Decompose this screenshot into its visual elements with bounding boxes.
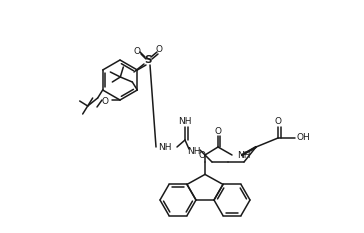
Text: NH: NH [187,147,201,155]
Text: O: O [198,151,206,161]
Text: NH: NH [237,151,250,161]
Text: O: O [214,127,222,137]
Text: OH: OH [296,134,310,143]
Text: O: O [102,96,108,106]
Text: NH: NH [178,116,192,126]
Text: S: S [144,55,152,65]
Text: NH: NH [158,144,172,153]
Text: O: O [134,47,141,55]
Text: O: O [274,117,281,127]
Text: O: O [155,45,162,55]
